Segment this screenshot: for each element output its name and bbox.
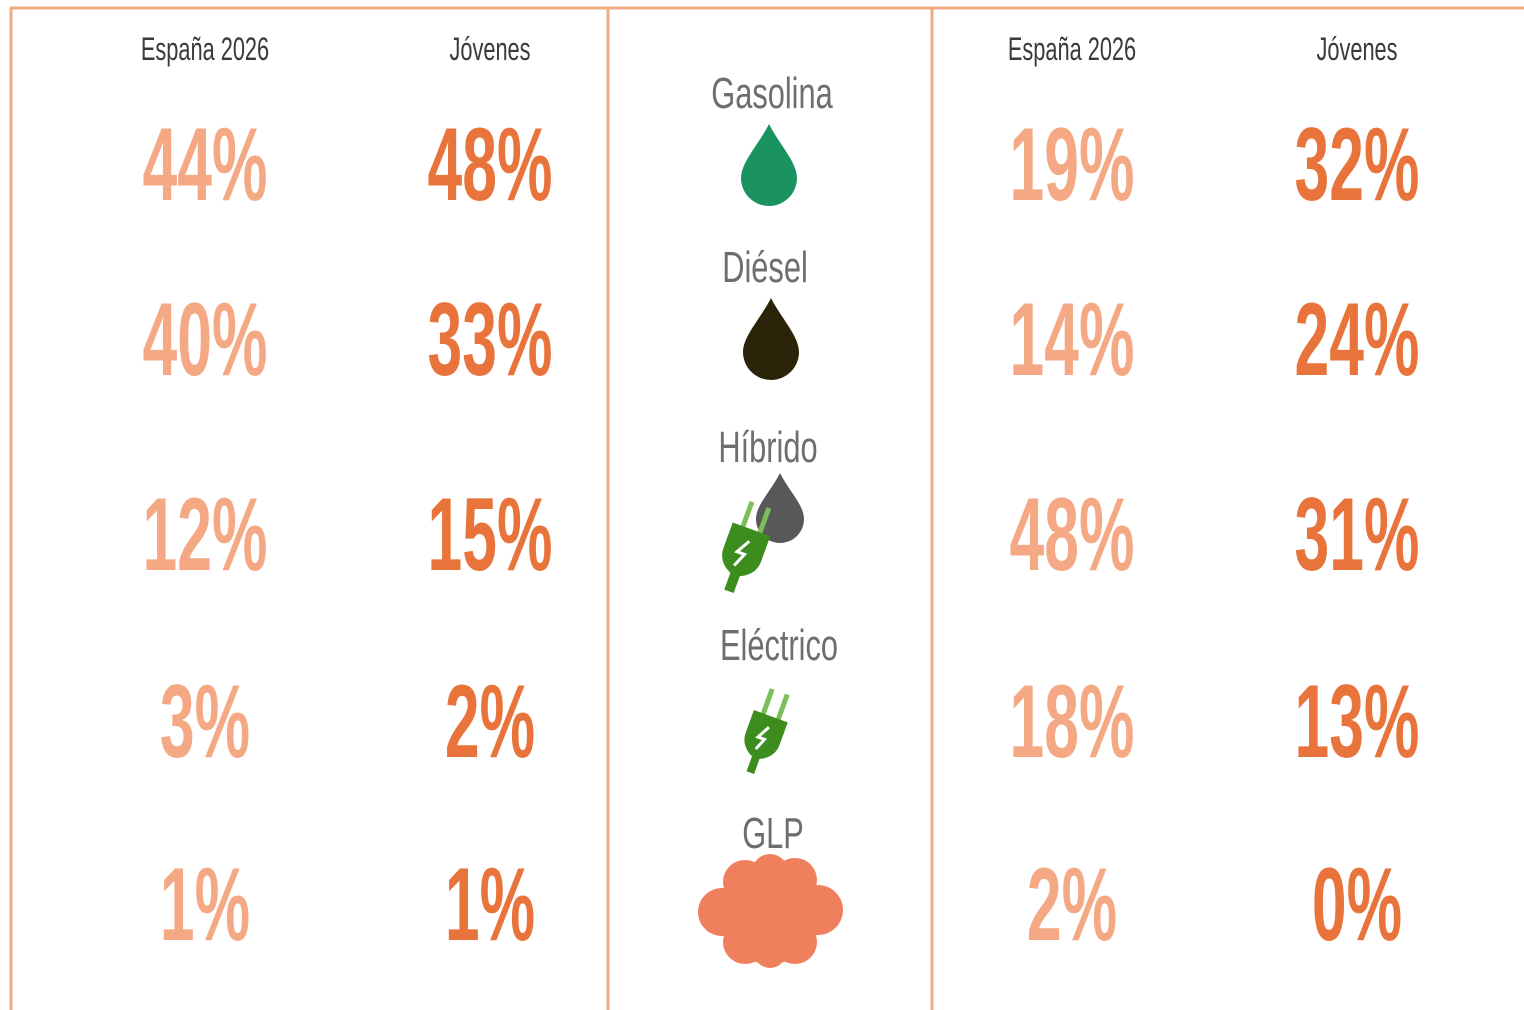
percentage: 32% [1295,107,1420,223]
percentage: 44% [143,107,268,223]
percentage: 2% [445,664,535,780]
percentage: 33% [428,282,553,398]
percentage: 24% [1295,282,1420,398]
fuel-label: Eléctrico [720,622,838,671]
hybrid-drop [756,473,804,543]
percentage: 40% [143,282,268,398]
column-header: Jóvenes [1316,31,1397,67]
fuel-label: Diésel [722,244,808,293]
frame [9,6,1524,1010]
percentage: 18% [1010,664,1135,780]
column-header: Jóvenes [449,31,530,67]
percentage: 2% [1027,847,1117,963]
electric-plug [744,688,790,774]
percentage: 1% [445,847,535,963]
percentage: 48% [1010,477,1135,593]
percentage: 48% [428,107,553,223]
gasoline-drop [741,124,797,206]
percentage: 14% [1010,282,1135,398]
fuel-label: Híbrido [718,424,817,473]
percentage: 0% [1312,847,1402,963]
percentage: 15% [428,477,553,593]
percentage: 1% [160,847,250,963]
percentage: 12% [143,477,268,593]
column-header: España 2026 [141,31,269,67]
percentage: 13% [1295,664,1420,780]
fuel-label: Gasolina [711,70,833,119]
fuel-label: GLP [742,810,804,859]
lpg-cloud [698,854,843,968]
diesel-drop [743,298,799,380]
percentage: 31% [1295,477,1420,593]
column-header: España 2026 [1008,31,1136,67]
percentage: 19% [1010,107,1135,223]
hybrid-plug [722,500,772,594]
percentage: 3% [160,664,250,780]
